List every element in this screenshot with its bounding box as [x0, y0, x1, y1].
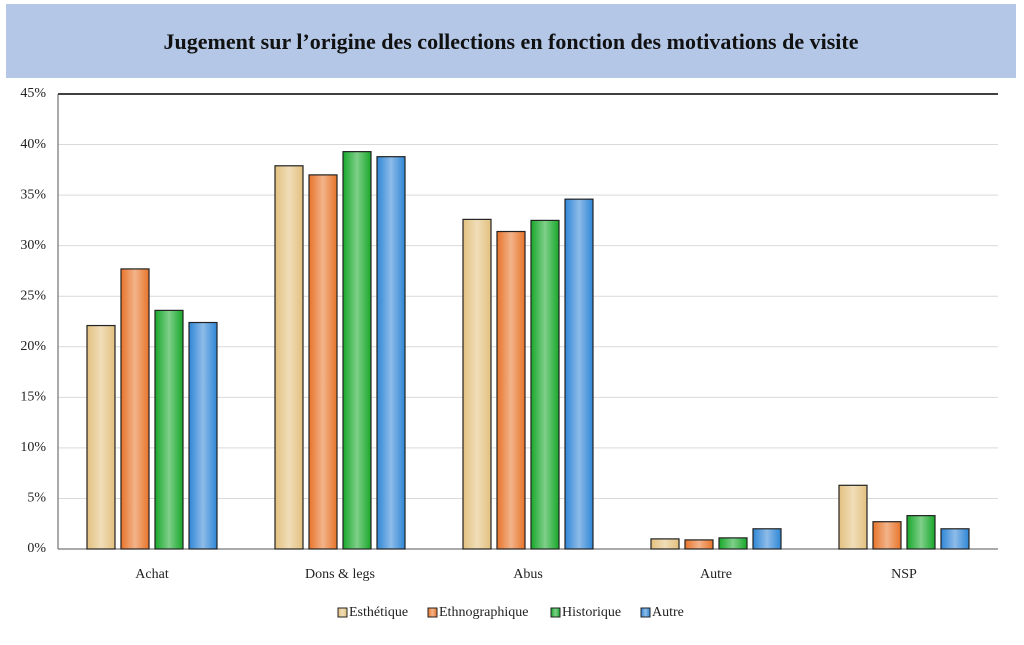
- legend-label: Historique: [562, 605, 621, 620]
- bar: [718, 537, 748, 550]
- bar: [906, 515, 936, 550]
- legend-swatch: [640, 607, 651, 618]
- bar: [274, 165, 304, 550]
- bar: [838, 484, 868, 550]
- bar: [188, 321, 218, 550]
- legend-swatch: [427, 607, 438, 618]
- y-tick-label: 15%: [20, 390, 46, 405]
- y-tick-label: 20%: [20, 339, 46, 354]
- y-tick-label: 0%: [27, 541, 46, 556]
- bar: [462, 218, 492, 550]
- y-tick-label: 5%: [27, 491, 46, 506]
- x-tick-label: Abus: [513, 567, 543, 582]
- x-tick-label: NSP: [891, 567, 917, 582]
- x-tick-label: Dons & legs: [305, 567, 375, 582]
- y-tick-label: 30%: [20, 238, 46, 253]
- y-tick-label: 10%: [20, 440, 46, 455]
- legend-swatch: [550, 607, 561, 618]
- bar: [564, 198, 594, 550]
- x-tick-label: Autre: [700, 567, 732, 582]
- bar: [376, 156, 406, 550]
- legend-label: Ethnographique: [439, 605, 528, 620]
- legend-label: Esthétique: [349, 605, 408, 620]
- bar: [308, 174, 338, 550]
- bar: [752, 528, 782, 550]
- bar: [650, 538, 680, 550]
- y-tick-label: 45%: [20, 86, 46, 101]
- y-tick-label: 25%: [20, 288, 46, 303]
- legend-label: Autre: [652, 605, 684, 620]
- y-tick-label: 35%: [20, 187, 46, 202]
- x-tick-label: Achat: [135, 567, 169, 582]
- bar: [120, 268, 150, 550]
- bar: [154, 309, 184, 550]
- bar: [940, 528, 970, 550]
- bar: [684, 539, 714, 550]
- bar: [530, 219, 560, 550]
- bar: [86, 324, 116, 550]
- bar: [496, 230, 526, 550]
- bar: [872, 521, 902, 550]
- y-tick-label: 40%: [20, 137, 46, 152]
- bar: [342, 151, 372, 550]
- legend-swatch: [337, 607, 348, 618]
- title-bar: [6, 4, 1016, 78]
- chart-title: Jugement sur l’origine des collections e…: [164, 29, 859, 54]
